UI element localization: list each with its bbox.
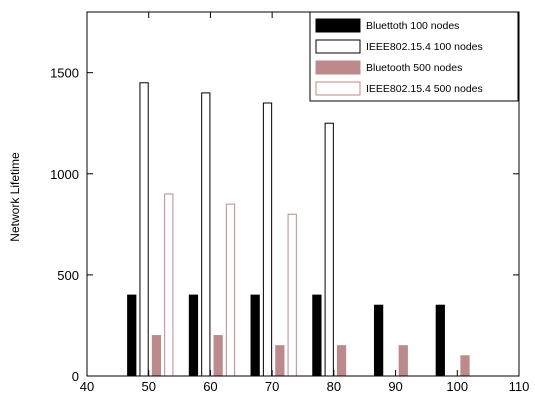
bar-s3-60 — [213, 335, 223, 377]
bar-s2-60 — [201, 92, 211, 377]
y-axis-label: Network Lifetime — [8, 152, 22, 242]
y-tick-label-1500: 1500 — [50, 66, 79, 81]
x-tick-label-60: 60 — [203, 379, 217, 394]
bar-s4-70 — [287, 213, 297, 377]
plot-frame — [86, 11, 520, 377]
x-axis: 40 50 60 70 80 90 100 110 — [80, 12, 530, 394]
bar-s1-100 — [435, 304, 445, 377]
legend-label-1: Bluettoth 100 nodes — [366, 20, 459, 32]
legend-swatch-2 — [315, 39, 361, 54]
x-tick-label-90: 90 — [388, 379, 402, 394]
y-tick-label-1000: 1000 — [50, 167, 79, 182]
x-tick-label-110: 110 — [509, 379, 530, 394]
bar-s4-50 — [164, 193, 174, 377]
bar-s2-50 — [139, 82, 149, 377]
legend-swatch-3 — [315, 60, 361, 75]
y-axis: 0 500 1000 1500 — [50, 66, 519, 384]
legend-label-3: Bluetooth 500 nodes — [366, 62, 462, 74]
x-tick-label-70: 70 — [265, 379, 279, 394]
bar-s1-80 — [312, 294, 322, 377]
bar-s3-90 — [398, 345, 408, 377]
x-tick-label-100: 100 — [446, 379, 468, 394]
legend-label-4: IEEE802.15.4 500 nodes — [366, 83, 483, 95]
y-tick-label-0: 0 — [72, 369, 79, 384]
bar-s4-60 — [225, 203, 236, 377]
legend-label-2: IEEE802.15.4 100 nodes — [366, 41, 483, 53]
x-tick-label-40: 40 — [80, 379, 94, 394]
legend-swatch-4 — [315, 81, 361, 96]
bar-s3-100 — [460, 355, 470, 377]
legend: Bluettoth 100 nodes IEEE802.15.4 100 node… — [309, 11, 519, 102]
bar-s1-50 — [127, 294, 137, 377]
bar-s3-80 — [336, 345, 347, 377]
x-tick-label-80: 80 — [327, 379, 341, 394]
bar-s3-70 — [275, 345, 285, 377]
bar-s1-60 — [188, 294, 199, 377]
bar-s1-70 — [250, 294, 260, 377]
bars-layer — [127, 82, 470, 377]
legend-swatch-1 — [315, 18, 361, 33]
bar-s3-50 — [151, 335, 162, 377]
y-tick-label-500: 500 — [57, 268, 79, 283]
x-tick-label-50: 50 — [141, 379, 155, 394]
bar-s2-70 — [262, 102, 273, 377]
bar-s2-80 — [324, 122, 334, 377]
bar-s1-90 — [373, 304, 384, 377]
